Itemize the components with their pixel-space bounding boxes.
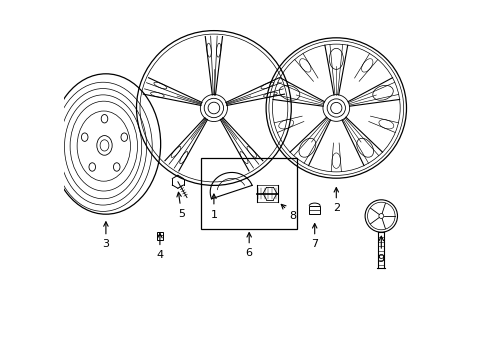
Bar [157,231,163,240]
Text: 7: 7 [310,224,318,249]
Bar [308,206,320,214]
Bar [201,158,296,229]
Text: 8: 8 [281,204,296,221]
Text: 1: 1 [210,194,217,220]
Text: 6: 6 [245,233,252,258]
Text: 3: 3 [102,222,109,249]
Text: 9: 9 [377,236,384,264]
Text: 5: 5 [177,192,184,219]
Text: 4: 4 [156,233,163,260]
Text: 2: 2 [332,188,339,213]
